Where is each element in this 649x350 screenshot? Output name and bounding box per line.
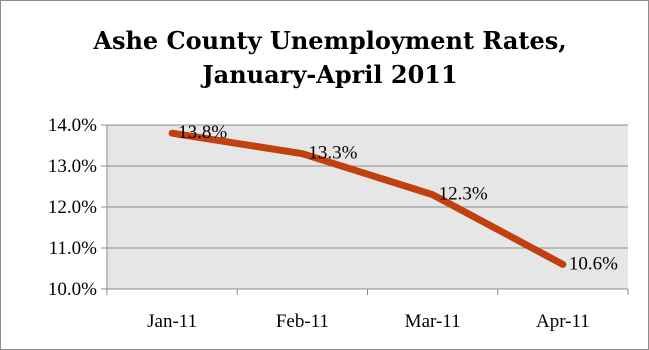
x-tick-label: Jan-11 — [147, 311, 197, 332]
chart-title-line-1: Ashe County Unemployment Rates, — [92, 26, 566, 55]
x-tick-label: Apr-11 — [536, 311, 590, 332]
y-tick-label: 13.0% — [48, 156, 97, 177]
data-label: 13.8% — [178, 122, 227, 143]
data-label: 12.3% — [439, 184, 488, 205]
data-label: 13.3% — [308, 143, 357, 164]
data-label: 10.6% — [569, 253, 618, 274]
y-axis: 14.0% 13.0% 12.0% 11.0% 10.0% — [48, 115, 108, 300]
y-tick-label: 11.0% — [49, 238, 98, 259]
x-tick-label: Mar-11 — [405, 311, 461, 332]
series-unemployment-rate — [168, 129, 567, 268]
y-tick-label: 12.0% — [48, 197, 97, 218]
x-axis: Jan-11 Feb-11 Mar-11 Apr-11 — [106, 289, 629, 332]
series-line — [168, 129, 567, 268]
y-tick-label: 14.0% — [48, 115, 97, 136]
data-labels: 13.8% 13.3% 12.3% 10.6% — [178, 122, 618, 274]
x-tick-label: Feb-11 — [276, 311, 329, 332]
chart-title-line-2: January-April 2011 — [200, 60, 457, 89]
y-tick-label: 10.0% — [48, 279, 97, 300]
